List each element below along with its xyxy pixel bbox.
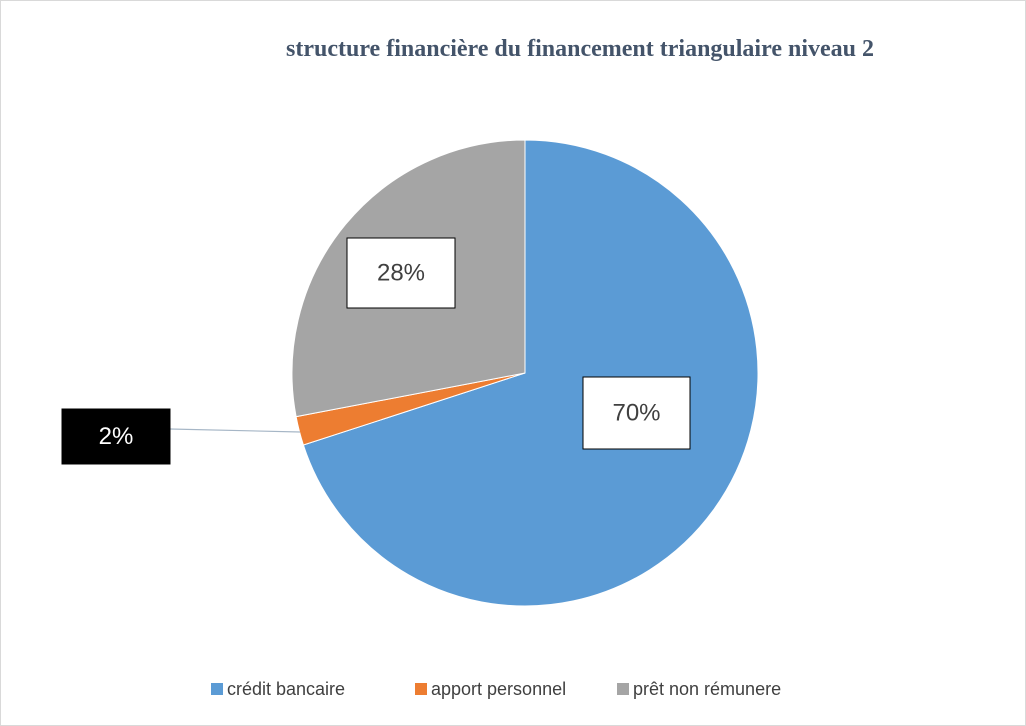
chart-title: structure financière du financement tria…: [286, 36, 874, 62]
data-label: 70%: [612, 399, 660, 426]
data-label-box: [61, 408, 171, 465]
legend-label: crédit bancaire: [227, 679, 345, 699]
legend-label: apport personnel: [431, 679, 566, 699]
data-label: 2%: [99, 423, 134, 450]
data-label-box: [346, 237, 456, 309]
data-label-box: [582, 376, 691, 450]
data-label: 28%: [377, 259, 425, 286]
leader-line: [169, 428, 301, 433]
legend-label: prêt non rémunere: [633, 679, 781, 699]
pie-slice: [302, 139, 759, 607]
legend-swatch: [415, 683, 427, 695]
legend-swatch: [617, 683, 629, 695]
legend-swatch: [211, 683, 223, 695]
